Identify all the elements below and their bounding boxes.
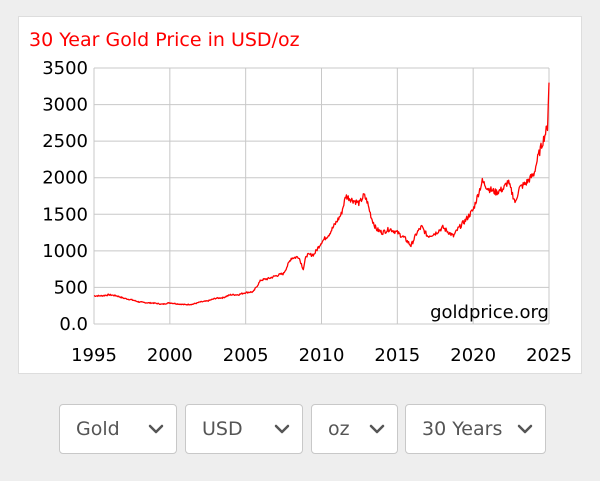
chart-panel: 30 Year Gold Price in USD/oz 0.0 500 1000 1… [18, 16, 582, 374]
metal-select[interactable]: Gold [59, 404, 177, 454]
chevron-down-icon [274, 424, 290, 434]
x-tick-label: 2005 [223, 345, 269, 366]
x-tick-label: 2015 [374, 345, 420, 366]
period-select[interactable]: 30 Years [405, 404, 546, 454]
gold-price-chart: 30 Year Gold Price in USD/oz 0.0 500 1000 1… [29, 29, 572, 366]
chart-controls: Gold USD oz 30 Years [0, 404, 600, 456]
chevron-down-icon [148, 424, 164, 434]
x-tick-label: 1995 [71, 345, 117, 366]
series-layer [93, 82, 550, 306]
chevron-down-icon [517, 424, 533, 434]
y-tick-label: 3000 [42, 95, 88, 116]
axis-tick-labels: 0.0 500 1000 1500 2000 2500 3000 3500 1995 2000 20… [42, 58, 572, 366]
y-tick-label: 3500 [42, 58, 88, 79]
x-tick-label: 2000 [147, 345, 193, 366]
y-tick-label: 2000 [42, 168, 88, 189]
currency-select-value: USD [202, 418, 243, 440]
y-tick-label: 1500 [42, 204, 88, 225]
metal-select-value: Gold [76, 418, 120, 440]
x-tick-label: 2025 [526, 345, 572, 366]
gold-price-line [93, 82, 550, 306]
unit-select-value: oz [328, 418, 350, 440]
currency-select[interactable]: USD [185, 404, 303, 454]
chart-title: 30 Year Gold Price in USD/oz [29, 29, 300, 51]
chevron-down-icon [369, 424, 385, 434]
watermark-text: goldprice.org [430, 302, 549, 323]
x-tick-label: 2010 [299, 345, 345, 366]
period-select-value: 30 Years [422, 418, 503, 440]
x-tick-label: 2020 [450, 345, 496, 366]
grid-lines [93, 67, 550, 325]
y-tick-label: 500 [54, 277, 88, 298]
y-tick-label: 0.0 [59, 314, 88, 335]
y-tick-label: 2500 [42, 131, 88, 152]
y-tick-label: 1000 [42, 241, 88, 262]
unit-select[interactable]: oz [311, 404, 398, 454]
